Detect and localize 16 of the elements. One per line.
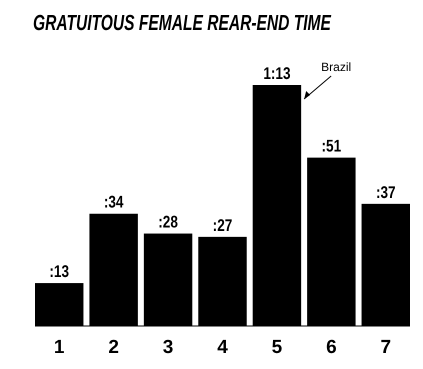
data-label: 1:13	[263, 64, 291, 84]
x-tick-label: 2	[108, 337, 119, 358]
x-tick-label: 3	[162, 337, 174, 358]
data-label: :27	[212, 216, 232, 236]
text: Brazil	[321, 60, 352, 74]
x-tick-label: 1	[54, 337, 65, 358]
x-tick-label: 7	[380, 337, 392, 358]
data-label: :34	[104, 193, 124, 212]
data-label: :13	[49, 262, 70, 282]
x-tick-label: 4	[217, 337, 228, 358]
chart-title: GRATUITOUS FEMALE REAR-END TIME	[33, 12, 332, 36]
x-tick-label: 6	[326, 337, 337, 358]
x-tick-label: 5	[272, 337, 283, 358]
data-label: :28	[158, 213, 178, 232]
data-label: :51	[322, 137, 342, 156]
data-label: :37	[376, 183, 396, 202]
